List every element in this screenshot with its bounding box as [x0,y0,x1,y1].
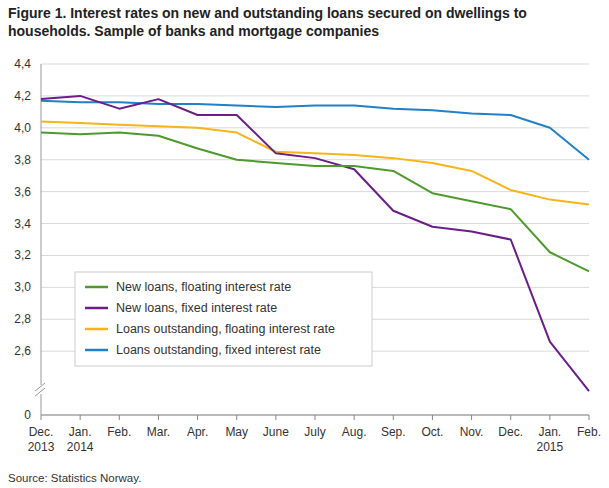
x-tick [393,415,394,420]
y-tick-label: 3,0 [14,280,31,294]
y-tick-label: 4,4 [14,57,31,71]
legend-swatch [85,307,108,310]
grid-line [41,95,589,96]
grid-line [41,191,589,192]
legend [75,272,372,366]
y-tick-label: 3,8 [14,153,31,167]
grid-line [41,159,589,160]
x-tick-label: Oct. [421,425,443,439]
series-line [41,96,589,391]
source: Source: Statistics Norway. [8,472,141,484]
y-axis [41,64,42,415]
x-tick-label: Mar. [147,425,170,439]
x-tick-label: Nov. [460,425,484,439]
grid-line [41,255,589,256]
legend-label: New loans, floating interest rate [116,280,291,294]
grid-line [41,223,589,224]
grid-line [41,64,589,65]
legend-label: Loans outstanding, floating interest rat… [116,322,335,336]
y-tick-label: 3,6 [14,185,31,199]
y-tick-label: 2,8 [14,312,31,326]
x-tick-label: Feb. [107,425,131,439]
x-tick [236,415,237,420]
x-tick [315,415,316,420]
x-tick [197,415,198,420]
x-tick-label: Dec.2013 [28,425,55,454]
y-tick-label: 4,0 [14,121,31,135]
legend-label: New loans, fixed interest rate [116,301,277,315]
x-tick-label: Aug. [342,425,367,439]
x-tick-label: Dec. [498,425,523,439]
x-tick [354,415,355,420]
y-tick-label: 4,2 [14,89,31,103]
y-tick-label: 3,4 [14,217,31,231]
x-tick-label: Sep. [381,425,406,439]
y-tick-label: 3,2 [14,248,31,262]
x-tick-label: Apr. [187,425,208,439]
x-tick-label: Jan.2014 [67,425,94,454]
series-line [41,133,589,272]
axis-break [35,388,45,396]
x-tick [80,415,81,420]
x-tick [41,415,42,420]
x-tick-label: July [304,425,325,439]
legend-label: Loans outstanding, fixed interest rate [116,343,321,357]
x-tick [589,415,590,420]
x-tick [119,415,120,420]
y-tick-label: 0 [24,408,31,422]
x-tick [432,415,433,420]
x-tick [510,415,511,420]
x-tick [275,415,276,420]
x-tick-label: Feb. [577,425,601,439]
x-tick-label: May [225,425,248,439]
x-tick [471,415,472,420]
x-tick [158,415,159,420]
x-tick-label: Jan.2015 [537,425,564,454]
legend-swatch [85,328,108,331]
x-tick-label: June [263,425,289,439]
legend-swatch [85,349,108,352]
plot-area [41,96,589,391]
y-tick-label: 2,6 [14,344,31,358]
grid-line [41,127,589,128]
series-line [41,101,589,160]
title: Figure 1. Interest rates on new and outs… [8,4,604,40]
legend-swatch [85,286,108,289]
x-tick [549,415,550,420]
